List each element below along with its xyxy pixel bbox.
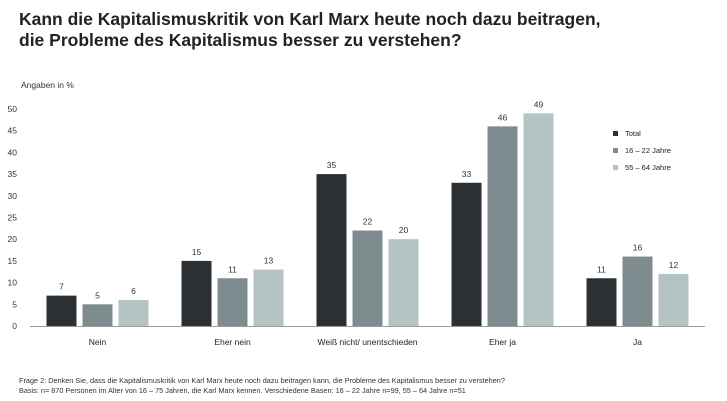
bar-value-label: 46	[498, 112, 508, 122]
y-tick-label: 25	[8, 213, 18, 223]
legend-swatch	[613, 165, 618, 170]
bar	[586, 278, 617, 326]
y-tick-label: 40	[8, 147, 18, 157]
bar	[523, 113, 554, 326]
bar-value-label: 6	[131, 286, 136, 296]
category-label: Ja	[633, 337, 642, 347]
legend-label: 16 – 22 Jahre	[625, 146, 671, 155]
footnote: Frage 2: Denken Sie, dass die Kapitalism…	[19, 376, 719, 396]
y-tick-label: 5	[12, 299, 17, 309]
bar	[253, 269, 284, 326]
bar-value-label: 33	[462, 169, 472, 179]
bar-value-label: 7	[59, 282, 64, 292]
bar-value-label: 20	[399, 225, 409, 235]
bar	[352, 230, 383, 326]
bar	[82, 304, 113, 326]
bar-value-label: 35	[327, 160, 337, 170]
y-axis: 0 5 10 15 20 25 30 35 40 45 50	[8, 104, 705, 331]
category-label: Nein	[89, 337, 107, 347]
y-axis-unit-label: Angaben in %	[21, 80, 74, 90]
bar-value-label: 16	[633, 243, 643, 253]
category-label: Eher ja	[489, 337, 516, 347]
footnote-question: Frage 2: Denken Sie, dass die Kapitalism…	[19, 376, 505, 385]
bar	[487, 126, 518, 326]
category-label: Eher nein	[214, 337, 251, 347]
bar-value-label: 15	[192, 247, 202, 257]
y-tick-label: 45	[8, 126, 18, 136]
bar	[118, 299, 149, 326]
footnote-basis: Basis: n= 870 Personen im Alter von 16 –…	[19, 386, 466, 395]
category-label: Weiß nicht/ unentschieden	[317, 337, 417, 347]
y-tick-label: 20	[8, 234, 18, 244]
bar	[46, 295, 77, 326]
bar	[217, 278, 248, 326]
category-labels: Nein Eher nein Weiß nicht/ unentschieden Eh…	[89, 337, 643, 347]
bar-value-label: 22	[363, 217, 373, 227]
y-tick-label: 30	[8, 191, 18, 201]
chart-title-line-2: die Probleme des Kapitalismus besser zu …	[19, 30, 462, 50]
y-tick-label: 15	[8, 256, 18, 266]
legend: Total 16 – 22 Jahre 55 – 64 Jahre	[613, 129, 671, 172]
legend-label: Total	[625, 129, 641, 138]
bar-value-label: 5	[95, 290, 100, 300]
legend-swatch	[613, 131, 618, 136]
chart-title-line-1: Kann die Kapitalismuskritik von Karl Mar…	[19, 9, 601, 29]
y-tick-label: 10	[8, 278, 18, 288]
legend-label: 55 – 64 Jahre	[625, 163, 671, 172]
y-tick-label: 35	[8, 169, 18, 179]
bar-value-label: 11	[228, 264, 237, 274]
bar	[451, 182, 482, 326]
bars: 7 5 6 15 11 13 35 22 20 33 46 49 11 16 12	[46, 99, 689, 326]
y-tick-label: 50	[8, 104, 18, 114]
bar-value-label: 11	[597, 264, 606, 274]
bar-value-label: 49	[534, 99, 544, 109]
bar	[658, 273, 689, 326]
bar	[388, 239, 419, 326]
legend-swatch	[613, 148, 618, 153]
y-tick-label: 0	[12, 321, 17, 331]
bar	[181, 260, 212, 326]
chart-title: Kann die Kapitalismuskritik von Karl Mar…	[19, 9, 709, 51]
bar-value-label: 12	[669, 260, 679, 270]
bar	[622, 256, 653, 326]
bar-value-label: 13	[264, 256, 274, 266]
bar	[316, 174, 347, 326]
